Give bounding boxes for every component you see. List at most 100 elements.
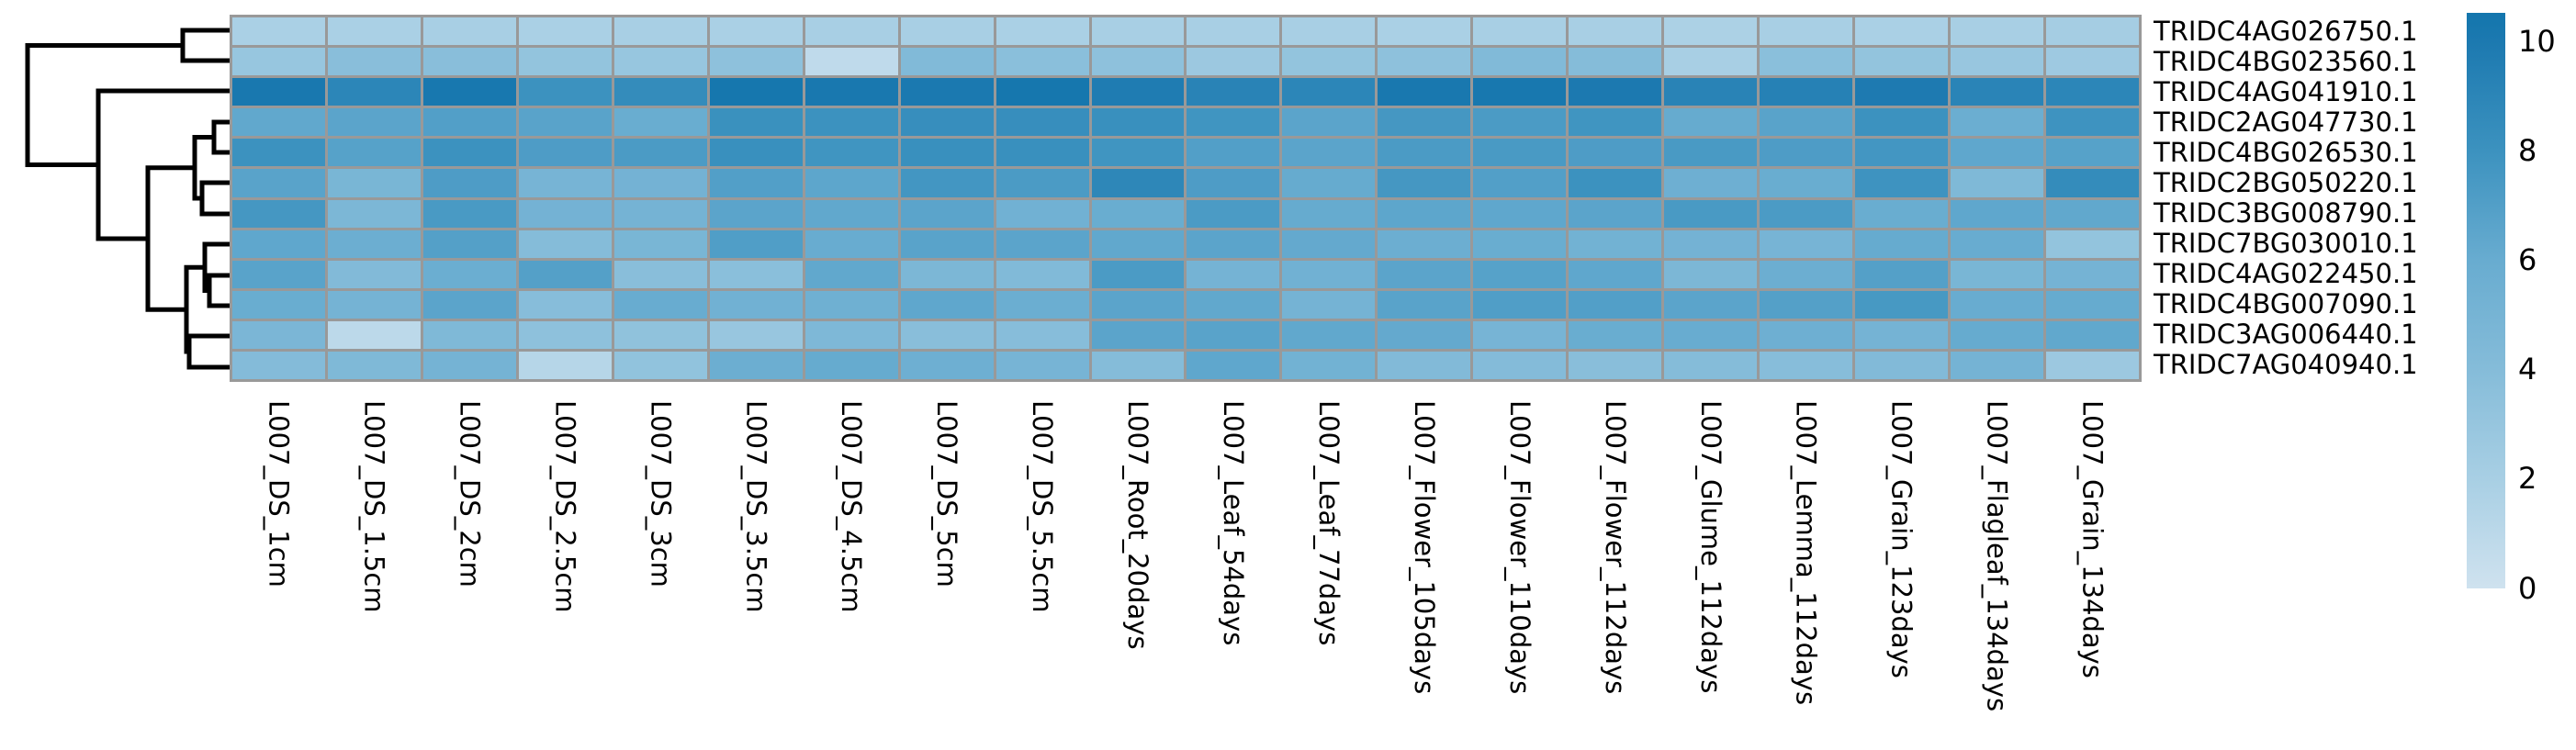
heatmap-cell	[996, 48, 1089, 76]
heatmap-cell	[232, 139, 325, 167]
heatmap-cell	[709, 351, 803, 379]
heatmap-cell	[422, 78, 516, 106]
column-label: L007_DS_2cm	[454, 400, 486, 588]
heatmap-cell	[327, 260, 421, 288]
heatmap-cell	[1760, 351, 1853, 379]
heatmap-cell	[1473, 260, 1567, 288]
heatmap-cell	[996, 229, 1089, 258]
heatmap-cell	[1951, 199, 2044, 228]
heatmap-cell	[1473, 108, 1567, 137]
heatmap-cell	[327, 290, 421, 319]
heatmap-cell	[1951, 108, 2044, 137]
heatmap-cell	[1760, 169, 1853, 197]
heatmap-cell	[1091, 48, 1185, 76]
heatmap-cell	[1569, 199, 1662, 228]
heatmap-cell	[1187, 351, 1280, 379]
heatmap-cell	[1664, 139, 1758, 167]
heatmap-cell	[709, 290, 803, 319]
heatmap-cell	[2046, 108, 2139, 137]
heatmap-cell	[996, 260, 1089, 288]
heatmap-cell	[1187, 17, 1280, 46]
heatmap-cell	[900, 108, 994, 137]
heatmap-cell	[1664, 108, 1758, 137]
heatmap-cell	[1951, 229, 2044, 258]
column-label: L007_Flagleaf_134days	[1981, 400, 2013, 712]
heatmap-cell	[1855, 351, 1949, 379]
heatmap-cell	[327, 139, 421, 167]
heatmap-cell	[518, 320, 612, 349]
heatmap-cell	[1760, 290, 1853, 319]
heatmap-cell	[232, 108, 325, 137]
heatmap-cell	[1569, 260, 1662, 288]
heatmap-cell	[1378, 78, 1471, 106]
heatmap-cell	[709, 229, 803, 258]
heatmap-cell	[900, 320, 994, 349]
heatmap-cell	[232, 229, 325, 258]
heatmap-cell	[613, 169, 707, 197]
heatmap-cell	[1091, 351, 1185, 379]
heatmap-cell	[1855, 17, 1949, 46]
heatmap-cell	[1569, 108, 1662, 137]
column-label: L007_Grain_134days	[2076, 400, 2109, 678]
heatmap-cell	[1760, 320, 1853, 349]
heatmap-cell	[1664, 320, 1758, 349]
dendrogram-branch-node-rows4-7	[192, 135, 214, 201]
dendrogram-branch-node-row3-rest	[96, 88, 230, 241]
dendrogram-branch-node-rows4-5	[211, 119, 230, 155]
heatmap-cell	[804, 108, 898, 137]
colorbar-tick-label: 8	[2518, 132, 2537, 168]
heatmap-cell	[518, 351, 612, 379]
heatmap-cell	[1187, 169, 1280, 197]
heatmap-cell	[1282, 48, 1376, 76]
heatmap-cell	[804, 78, 898, 106]
heatmap-cell	[1187, 290, 1280, 319]
heatmap-cell	[709, 320, 803, 349]
heatmap-cell	[1951, 17, 2044, 46]
colorbar-tick-label: 2	[2518, 461, 2537, 497]
heatmap-cell	[1760, 17, 1853, 46]
heatmap-cell	[804, 48, 898, 76]
heatmap-cell	[1951, 260, 2044, 288]
colorbar-tick-label: 10	[2518, 23, 2556, 59]
heatmap-cell	[232, 351, 325, 379]
heatmap-cell	[1091, 17, 1185, 46]
heatmap-cell	[1855, 48, 1949, 76]
heatmap-cell	[613, 17, 707, 46]
heatmap-cell	[1282, 139, 1376, 167]
heatmap-cell	[1282, 78, 1376, 106]
heatmap-cell	[996, 139, 1089, 167]
heatmap-cell	[1569, 320, 1662, 349]
heatmap-cell	[996, 290, 1089, 319]
heatmap-cell	[232, 320, 325, 349]
heatmap-cell	[1473, 351, 1567, 379]
heatmap-cell	[900, 260, 994, 288]
heatmap-cell	[232, 169, 325, 197]
heatmap-cell	[613, 48, 707, 76]
column-label: L007_DS_4.5cm	[836, 400, 868, 613]
heatmap-cell	[422, 351, 516, 379]
heatmap-cell	[1282, 169, 1376, 197]
heatmap-cell	[2046, 229, 2139, 258]
heatmap-cell	[613, 139, 707, 167]
heatmap-cell	[1378, 169, 1471, 197]
heatmap-cell	[1855, 290, 1949, 319]
heatmap-cell	[2046, 351, 2139, 379]
heatmap-cell	[1378, 260, 1471, 288]
heatmap-cell	[1473, 320, 1567, 349]
heatmap-cell	[900, 199, 994, 228]
heatmap-cell	[709, 78, 803, 106]
heatmap-cell	[422, 108, 516, 137]
heatmap-cell	[518, 290, 612, 319]
heatmap-cell	[709, 108, 803, 137]
heatmap-cell	[1855, 169, 1949, 197]
heatmap-cell	[422, 139, 516, 167]
heatmap-cell	[422, 320, 516, 349]
column-label: L007_Flower_110days	[1503, 400, 1535, 695]
column-label: L007_Glume_112days	[1694, 400, 1727, 694]
heatmap-cell	[804, 17, 898, 46]
heatmap-cell	[1473, 290, 1567, 319]
heatmap-cell	[900, 290, 994, 319]
heatmap-cell	[232, 199, 325, 228]
heatmap-cell	[804, 229, 898, 258]
heatmap-cell	[327, 351, 421, 379]
